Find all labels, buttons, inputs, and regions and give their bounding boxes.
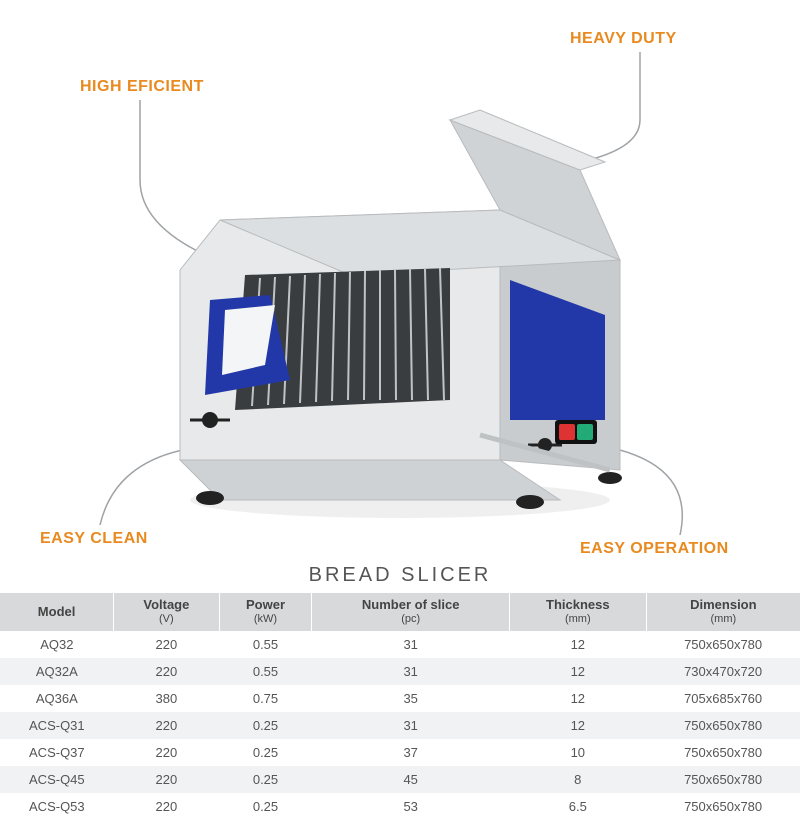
table-cell: AQ36A [0, 685, 114, 712]
product-diagram: HIGH EFICIENT HEAVY DUTY EASY CLEAN EASY… [0, 0, 800, 560]
table-cell: 750x650x780 [646, 766, 800, 793]
table-cell: 12 [509, 685, 646, 712]
callout-easy-operation: EASY OPERATION [580, 540, 729, 558]
table-row: AQ32A2200.553112730x470x720 [0, 658, 800, 685]
table-cell: 45 [312, 766, 509, 793]
table-cell: 35 [312, 685, 509, 712]
table-cell: 730x470x720 [646, 658, 800, 685]
table-cell: 220 [114, 712, 219, 739]
table-header-row: Model Voltage(V) Power(kW) Number of sli… [0, 593, 800, 631]
table-cell: 220 [114, 631, 219, 658]
table-cell: 0.55 [219, 631, 312, 658]
table-row: ACS-Q452200.25458750x650x780 [0, 766, 800, 793]
table-cell: ACS-Q37 [0, 739, 114, 766]
table-cell: 705x685x760 [646, 685, 800, 712]
table-cell: 6.5 [509, 793, 646, 820]
table-cell: ACS-Q31 [0, 712, 114, 739]
callout-easy-clean: EASY CLEAN [40, 530, 148, 548]
table-cell: 31 [312, 658, 509, 685]
product-illustration [150, 100, 650, 520]
table-cell: 750x650x780 [646, 712, 800, 739]
table-cell: 53 [312, 793, 509, 820]
table-cell: 220 [114, 739, 219, 766]
table-cell: 0.25 [219, 739, 312, 766]
product-title: BREAD SLICER [0, 564, 800, 587]
table-cell: 380 [114, 685, 219, 712]
table-cell: 0.75 [219, 685, 312, 712]
table-cell: 12 [509, 712, 646, 739]
table-cell: 220 [114, 658, 219, 685]
table-cell: 31 [312, 712, 509, 739]
table-cell: 10 [509, 739, 646, 766]
callout-heavy-duty: HEAVY DUTY [570, 30, 677, 48]
table-body: AQ322200.553112750x650x780AQ32A2200.5531… [0, 631, 800, 820]
callout-high-efficient: HIGH EFICIENT [80, 78, 204, 96]
table-cell: 750x650x780 [646, 631, 800, 658]
table-cell: 37 [312, 739, 509, 766]
table-cell: 220 [114, 793, 219, 820]
table-cell: 12 [509, 631, 646, 658]
spec-table: Model Voltage(V) Power(kW) Number of sli… [0, 593, 800, 820]
table-cell: AQ32 [0, 631, 114, 658]
col-power: Power(kW) [219, 593, 312, 631]
table-cell: 0.25 [219, 712, 312, 739]
table-cell: 220 [114, 766, 219, 793]
table-cell: ACS-Q53 [0, 793, 114, 820]
table-row: ACS-Q532200.25536.5750x650x780 [0, 793, 800, 820]
col-slices: Number of slice(pc) [312, 593, 509, 631]
table-row: ACS-Q312200.253112750x650x780 [0, 712, 800, 739]
table-row: AQ322200.553112750x650x780 [0, 631, 800, 658]
col-model: Model [0, 593, 114, 631]
table-cell: 750x650x780 [646, 739, 800, 766]
table-row: AQ36A3800.753512705x685x760 [0, 685, 800, 712]
table-row: ACS-Q372200.253710750x650x780 [0, 739, 800, 766]
col-thickness: Thickness(mm) [509, 593, 646, 631]
table-cell: ACS-Q45 [0, 766, 114, 793]
table-cell: 0.25 [219, 766, 312, 793]
table-cell: 8 [509, 766, 646, 793]
table-cell: 0.25 [219, 793, 312, 820]
table-cell: 0.55 [219, 658, 312, 685]
col-voltage: Voltage(V) [114, 593, 219, 631]
table-cell: 31 [312, 631, 509, 658]
col-dimension: Dimension(mm) [646, 593, 800, 631]
table-cell: AQ32A [0, 658, 114, 685]
table-cell: 12 [509, 658, 646, 685]
table-cell: 750x650x780 [646, 793, 800, 820]
